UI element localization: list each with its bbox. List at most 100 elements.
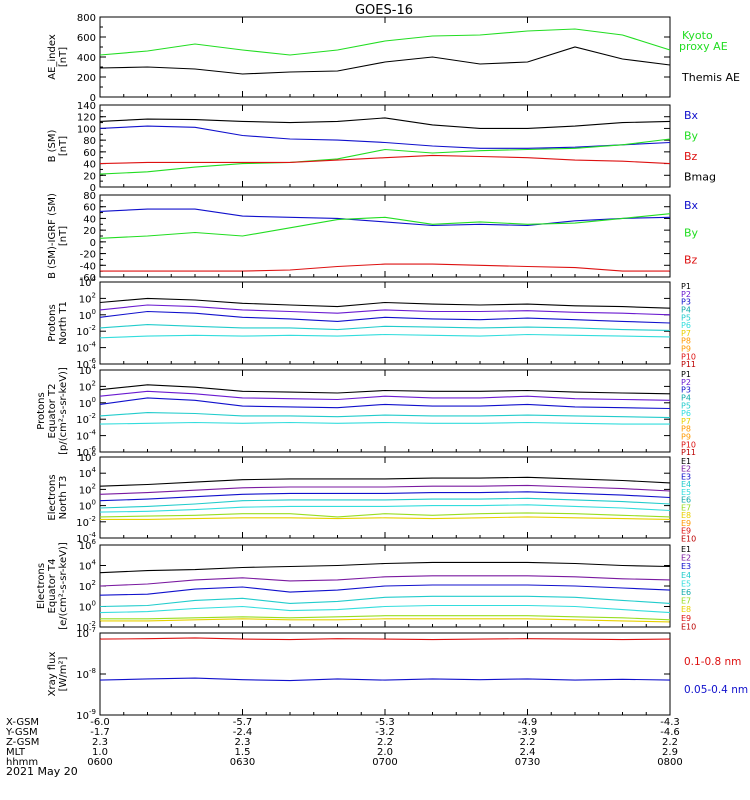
- y-axis-label: [nT]: [58, 226, 69, 246]
- footer-value: 2.3: [235, 737, 251, 748]
- legend-entry: E10: [681, 622, 696, 631]
- y-axis-label: North T1: [58, 301, 69, 345]
- legend-entry: Themis AE: [681, 71, 740, 84]
- series-e5: [99, 604, 671, 614]
- series-bz: [100, 263, 670, 272]
- y-tick-label: 100: [79, 396, 96, 410]
- legend-entry: E1: [681, 545, 691, 554]
- series-p1: [99, 297, 671, 309]
- y-tick-label: 102: [79, 579, 96, 593]
- series-e3: [99, 491, 671, 502]
- tick-base: 10: [79, 469, 92, 480]
- legend-entry: E1: [681, 457, 691, 466]
- panel-frame: [99, 369, 671, 453]
- tick-base: 10: [79, 453, 92, 464]
- footer-row-label: hhmm: [6, 757, 38, 768]
- tick-exponent: 6: [92, 538, 97, 546]
- y-axis-label: North T3: [58, 476, 69, 520]
- series-e7: [99, 512, 671, 518]
- tick-exponent: -9: [89, 708, 96, 716]
- y-tick-label: 10-2: [76, 324, 96, 338]
- tick-base: 10: [79, 294, 92, 305]
- series-p3: [99, 310, 671, 324]
- tick-base: 10: [79, 485, 92, 496]
- footer-value: -3.2: [375, 727, 395, 738]
- legend-entry: E9: [681, 527, 691, 536]
- series-e7: [100, 615, 671, 621]
- y-tick-label: 106: [79, 538, 97, 552]
- y-tick-label: 10-4: [76, 341, 96, 355]
- series-p2: [99, 390, 671, 401]
- y-axis-label: Protons: [47, 304, 58, 341]
- series-e1: [99, 561, 671, 574]
- legend-entry: P11: [681, 448, 696, 457]
- legend-entry: E7: [681, 597, 691, 606]
- tick-exponent: -4: [89, 429, 97, 437]
- series-e1: [99, 476, 671, 487]
- tick-exponent: -2: [89, 515, 96, 523]
- series-themis-ae: [99, 46, 671, 75]
- legend-entry: E9: [681, 614, 691, 623]
- y-tick-label: 120: [77, 113, 96, 124]
- legend-entry: P2: [681, 290, 691, 299]
- y-tick-label: 400: [77, 53, 96, 64]
- y-tick-label: 10-7: [76, 626, 96, 640]
- panel-frame: [99, 16, 671, 98]
- footer-value: 2.2: [662, 737, 678, 748]
- y-tick-label: 20: [83, 171, 96, 182]
- legend-entry: E4: [681, 480, 691, 489]
- series-0-05-0-4-nm: [99, 677, 671, 682]
- tick-exponent: 6: [92, 450, 97, 458]
- footer-value: 2.2: [377, 737, 393, 748]
- tick-exponent: 2: [92, 291, 96, 299]
- legend-entry: Bx: [684, 199, 699, 212]
- legend-entry: P7: [681, 417, 691, 426]
- series-e2: [99, 575, 671, 587]
- footer-value: -4.9: [518, 717, 538, 728]
- legend-entry: E9: [681, 519, 691, 528]
- y-axis-label: B (SM)-IGRF (SM): [47, 193, 58, 279]
- tick-base: 10: [79, 278, 92, 289]
- y-tick-label: 800: [77, 13, 96, 24]
- y-tick-label: 104: [79, 363, 97, 377]
- y-tick-label: 10-2: [76, 620, 96, 634]
- series-bmag: [99, 117, 671, 129]
- tick-exponent: -6: [89, 357, 97, 365]
- legend-entry: proxy AE: [679, 40, 728, 53]
- footer-value: 1.0: [92, 747, 108, 758]
- y-axis-label: [p/(cm²-s-sr-keV)]: [58, 367, 69, 455]
- tick-exponent: -2: [89, 412, 96, 420]
- y-tick-label: 0: [90, 238, 96, 249]
- tick-exponent: -4: [89, 531, 97, 539]
- y-tick-label: 140: [77, 101, 96, 112]
- legend-entry: E5: [681, 579, 691, 588]
- legend-entry: E7: [681, 503, 691, 512]
- time-axis-ticks: [99, 17, 671, 715]
- tick-exponent: 4: [92, 275, 97, 283]
- footer-value: -2.4: [233, 727, 253, 738]
- legend-entry: Bz: [684, 254, 698, 267]
- series-p6: [99, 421, 670, 425]
- tick-base: 10: [76, 360, 89, 371]
- y-tick-label: 600: [77, 33, 96, 44]
- y-tick-label: 60: [83, 203, 96, 214]
- y-tick-label: 80: [83, 136, 96, 147]
- series-bz: [99, 154, 671, 165]
- series-e3: [99, 584, 671, 596]
- y-tick-label: 104: [79, 275, 97, 289]
- y-axis-label: Protons: [36, 392, 47, 429]
- footer-value: 0600: [87, 757, 112, 768]
- y-tick-label: 102: [79, 482, 96, 496]
- y-tick-label: 80: [83, 191, 96, 202]
- legend-entry: P7: [681, 329, 691, 338]
- y-tick-label: 60: [83, 148, 96, 159]
- tick-base: 10: [76, 327, 89, 338]
- y-axis-label: [nT]: [58, 47, 69, 67]
- tick-base: 10: [76, 670, 89, 681]
- legend-entry: Bz: [684, 150, 698, 163]
- y-axis-label: Xray flux: [47, 652, 58, 697]
- tick-exponent: -8: [89, 667, 96, 675]
- footer-value: 2.0: [377, 747, 393, 758]
